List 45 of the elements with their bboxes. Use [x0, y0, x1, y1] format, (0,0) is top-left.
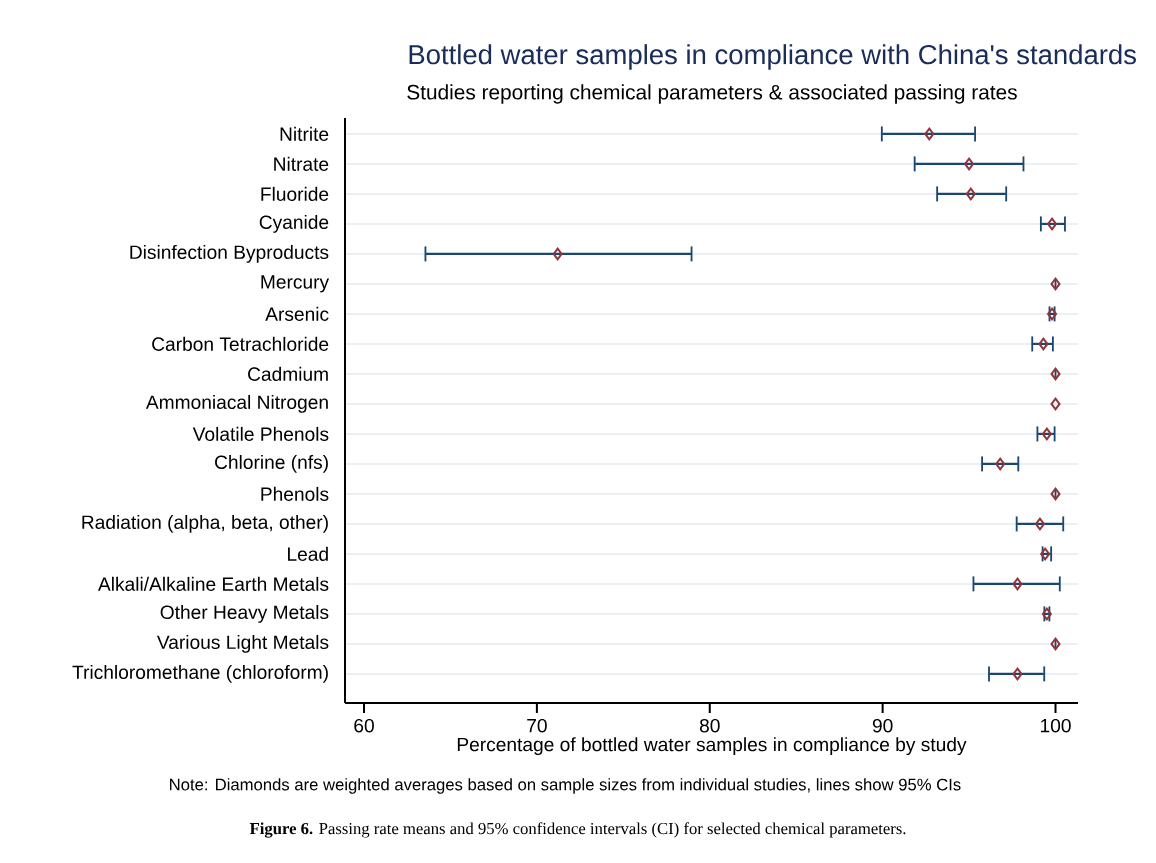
y-tick-label: Nitrate — [274, 156, 329, 171]
point — [964, 157, 975, 171]
point — [1050, 397, 1061, 411]
y-tick-label: Cadmium — [248, 366, 328, 381]
y-tick-label: Alkali/Alkaline Earth Metals — [97, 576, 329, 591]
x-tick-label: 90 — [872, 718, 893, 733]
y-tick-label: Mercury — [261, 275, 330, 293]
point — [1050, 277, 1061, 291]
y-tick-label: Trichloromethane (chloroform) — [72, 664, 328, 683]
x-tick-label: 60 — [354, 718, 374, 733]
x-tick-label: 70 — [527, 718, 547, 733]
point — [924, 127, 935, 141]
point — [1012, 577, 1023, 591]
y-tick-label: Chlorine (nfs) — [215, 454, 328, 473]
text: Figure 6. Passing rate means and 95% confidence intervals (CI) for selected chemical parameters. — [249, 822, 906, 838]
y-tick-label: Various Light Metals — [156, 634, 329, 653]
point — [995, 457, 1006, 471]
y-tick-label: Nitrite — [280, 126, 329, 141]
y-tick-label: Carbon Tetrachloride — [152, 336, 329, 351]
point — [1050, 637, 1061, 651]
point — [1012, 667, 1023, 681]
point — [965, 187, 976, 201]
point — [552, 247, 563, 261]
point — [1034, 517, 1045, 531]
point — [1047, 217, 1058, 231]
y-tick-label: Disinfection Byproducts — [130, 244, 329, 263]
chart-subtitle: Studies reporting chemical parameters & associated passing rates — [407, 84, 1017, 104]
y-tick-label: Fluoride — [261, 186, 329, 201]
point — [1038, 337, 1049, 351]
point — [1041, 427, 1052, 441]
chart-title: Bottled water samples in compliance with China's standards — [409, 44, 1136, 70]
y-tick-label: Phenols — [261, 486, 329, 501]
x-tick-label: 100 — [1040, 718, 1071, 733]
y-tick-label: Lead — [288, 546, 328, 561]
x-tick-label: 80 — [699, 718, 720, 733]
y-tick-label: Radiation (alpha, beta, other) — [82, 514, 328, 533]
text: Note: Diamonds are weighted averages based on sample sizes from individual studies, lines show 95% CIs — [170, 778, 961, 794]
x-axis-title: Percentage of bottled water samples in compliance by study — [457, 737, 967, 756]
y-tick-label: Ammoniacal Nitrogen — [145, 394, 328, 413]
y-tick-label: Volatile Phenols — [192, 426, 329, 441]
y-tick-label: Cyanide — [259, 214, 329, 233]
point — [1050, 367, 1061, 381]
y-tick-label: Arsenic — [265, 306, 329, 321]
point — [1050, 487, 1061, 501]
y-tick-label: Other Heavy Metals — [160, 604, 329, 623]
